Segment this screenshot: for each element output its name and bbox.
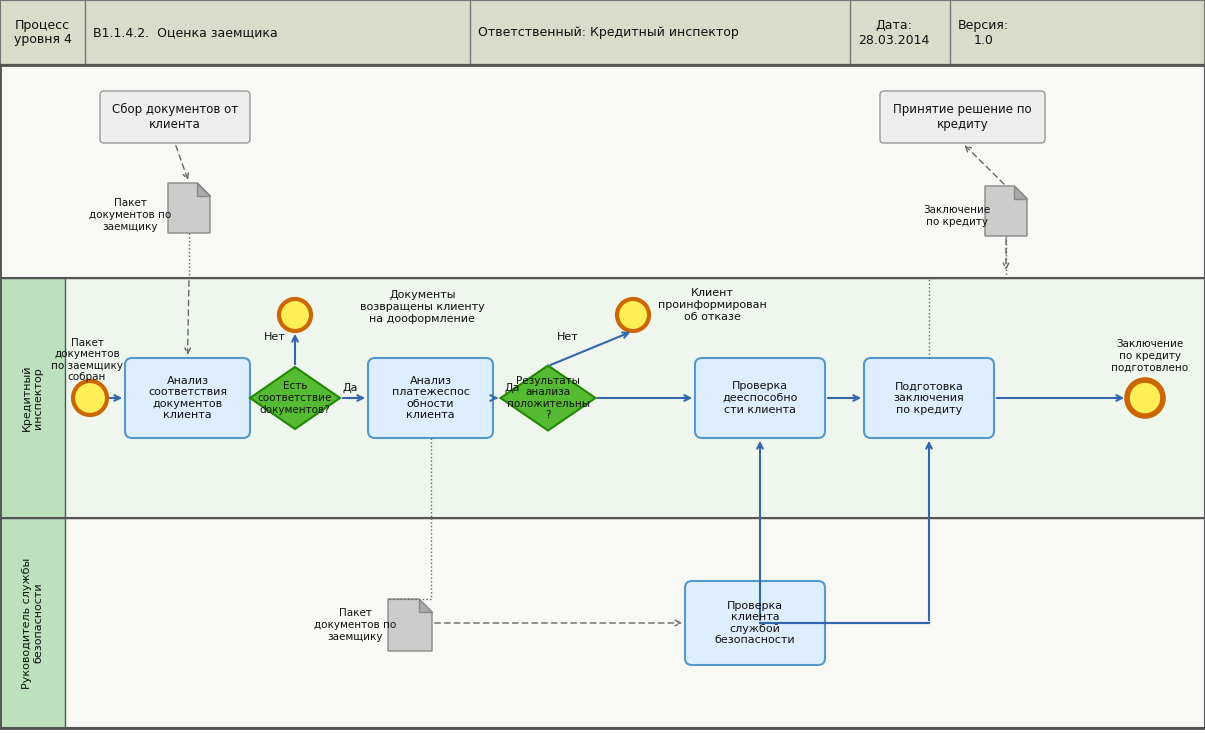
Text: Подготовка
заключения
по кредиту: Подготовка заключения по кредиту xyxy=(894,381,964,415)
Polygon shape xyxy=(249,367,340,429)
FancyBboxPatch shape xyxy=(880,91,1045,143)
Polygon shape xyxy=(388,599,433,651)
Text: Проверка
дееспособно
сти клиента: Проверка дееспособно сти клиента xyxy=(722,381,798,415)
Text: В1.1.4.2.  Оценка заемщика: В1.1.4.2. Оценка заемщика xyxy=(93,26,277,39)
Bar xyxy=(0,65,1205,278)
Text: Кредитный
инспектор: Кредитный инспектор xyxy=(22,365,43,431)
Text: Анализ
платежеспос
обности
клиента: Анализ платежеспос обности клиента xyxy=(392,375,470,421)
Polygon shape xyxy=(198,183,210,196)
Text: Дата:
28.03.2014: Дата: 28.03.2014 xyxy=(858,18,929,46)
FancyBboxPatch shape xyxy=(864,358,994,438)
Circle shape xyxy=(74,381,107,415)
Text: Принятие решение по
кредиту: Принятие решение по кредиту xyxy=(893,103,1031,131)
Text: Пакет
документов
по заемщику
собран: Пакет документов по заемщику собран xyxy=(51,338,123,383)
Circle shape xyxy=(617,299,649,331)
Polygon shape xyxy=(984,186,1027,236)
Polygon shape xyxy=(167,183,210,233)
Text: Руководитель службы
безопасности: Руководитель службы безопасности xyxy=(22,557,43,688)
FancyBboxPatch shape xyxy=(684,581,825,665)
Text: Ответственный: Кредитный инспектор: Ответственный: Кредитный инспектор xyxy=(478,26,739,39)
Text: Есть
соответствие
dокументов?: Есть соответствие dокументов? xyxy=(258,381,333,415)
Text: Проверка
клиента
службой
безопасности: Проверка клиента службой безопасности xyxy=(715,600,795,645)
Polygon shape xyxy=(1015,186,1027,199)
Text: Анализ
соответствия
документов
клиента: Анализ соответствия документов клиента xyxy=(148,375,227,421)
Text: Да: Да xyxy=(504,383,519,393)
Text: Нет: Нет xyxy=(264,332,286,342)
Text: Заключение
по кредиту
подготовлено: Заключение по кредиту подготовлено xyxy=(1111,339,1188,372)
Text: Заключение
по кредиту: Заключение по кредиту xyxy=(923,205,991,226)
Bar xyxy=(0,518,1205,728)
Bar xyxy=(0,518,65,728)
Text: Версия:
1.0: Версия: 1.0 xyxy=(958,18,1009,46)
Text: Нет: Нет xyxy=(557,332,578,342)
FancyBboxPatch shape xyxy=(100,91,249,143)
Polygon shape xyxy=(419,599,433,612)
Text: Процесс
уровня 4: Процесс уровня 4 xyxy=(13,18,71,46)
Text: Результаты
анализа
положительны
?: Результаты анализа положительны ? xyxy=(506,375,589,421)
Circle shape xyxy=(1127,380,1163,416)
Text: Сбор документов от
клиента: Сбор документов от клиента xyxy=(112,103,239,131)
Text: Пакет
документов по
заемщику: Пакет документов по заемщику xyxy=(89,199,171,232)
Polygon shape xyxy=(500,366,595,430)
FancyBboxPatch shape xyxy=(368,358,493,438)
Text: Да: Да xyxy=(342,383,358,393)
Text: Документы
возвращены клиенту
на дооформление: Документы возвращены клиенту на дооформл… xyxy=(360,290,484,323)
Bar xyxy=(0,278,65,518)
Circle shape xyxy=(280,299,311,331)
Text: Пакет
документов по
заемщику: Пакет документов по заемщику xyxy=(313,608,396,641)
FancyBboxPatch shape xyxy=(695,358,825,438)
Bar xyxy=(0,0,1205,65)
Text: Клиент
проинформирован
об отказе: Клиент проинформирован об отказе xyxy=(658,288,766,322)
FancyBboxPatch shape xyxy=(125,358,249,438)
Bar xyxy=(0,278,1205,518)
